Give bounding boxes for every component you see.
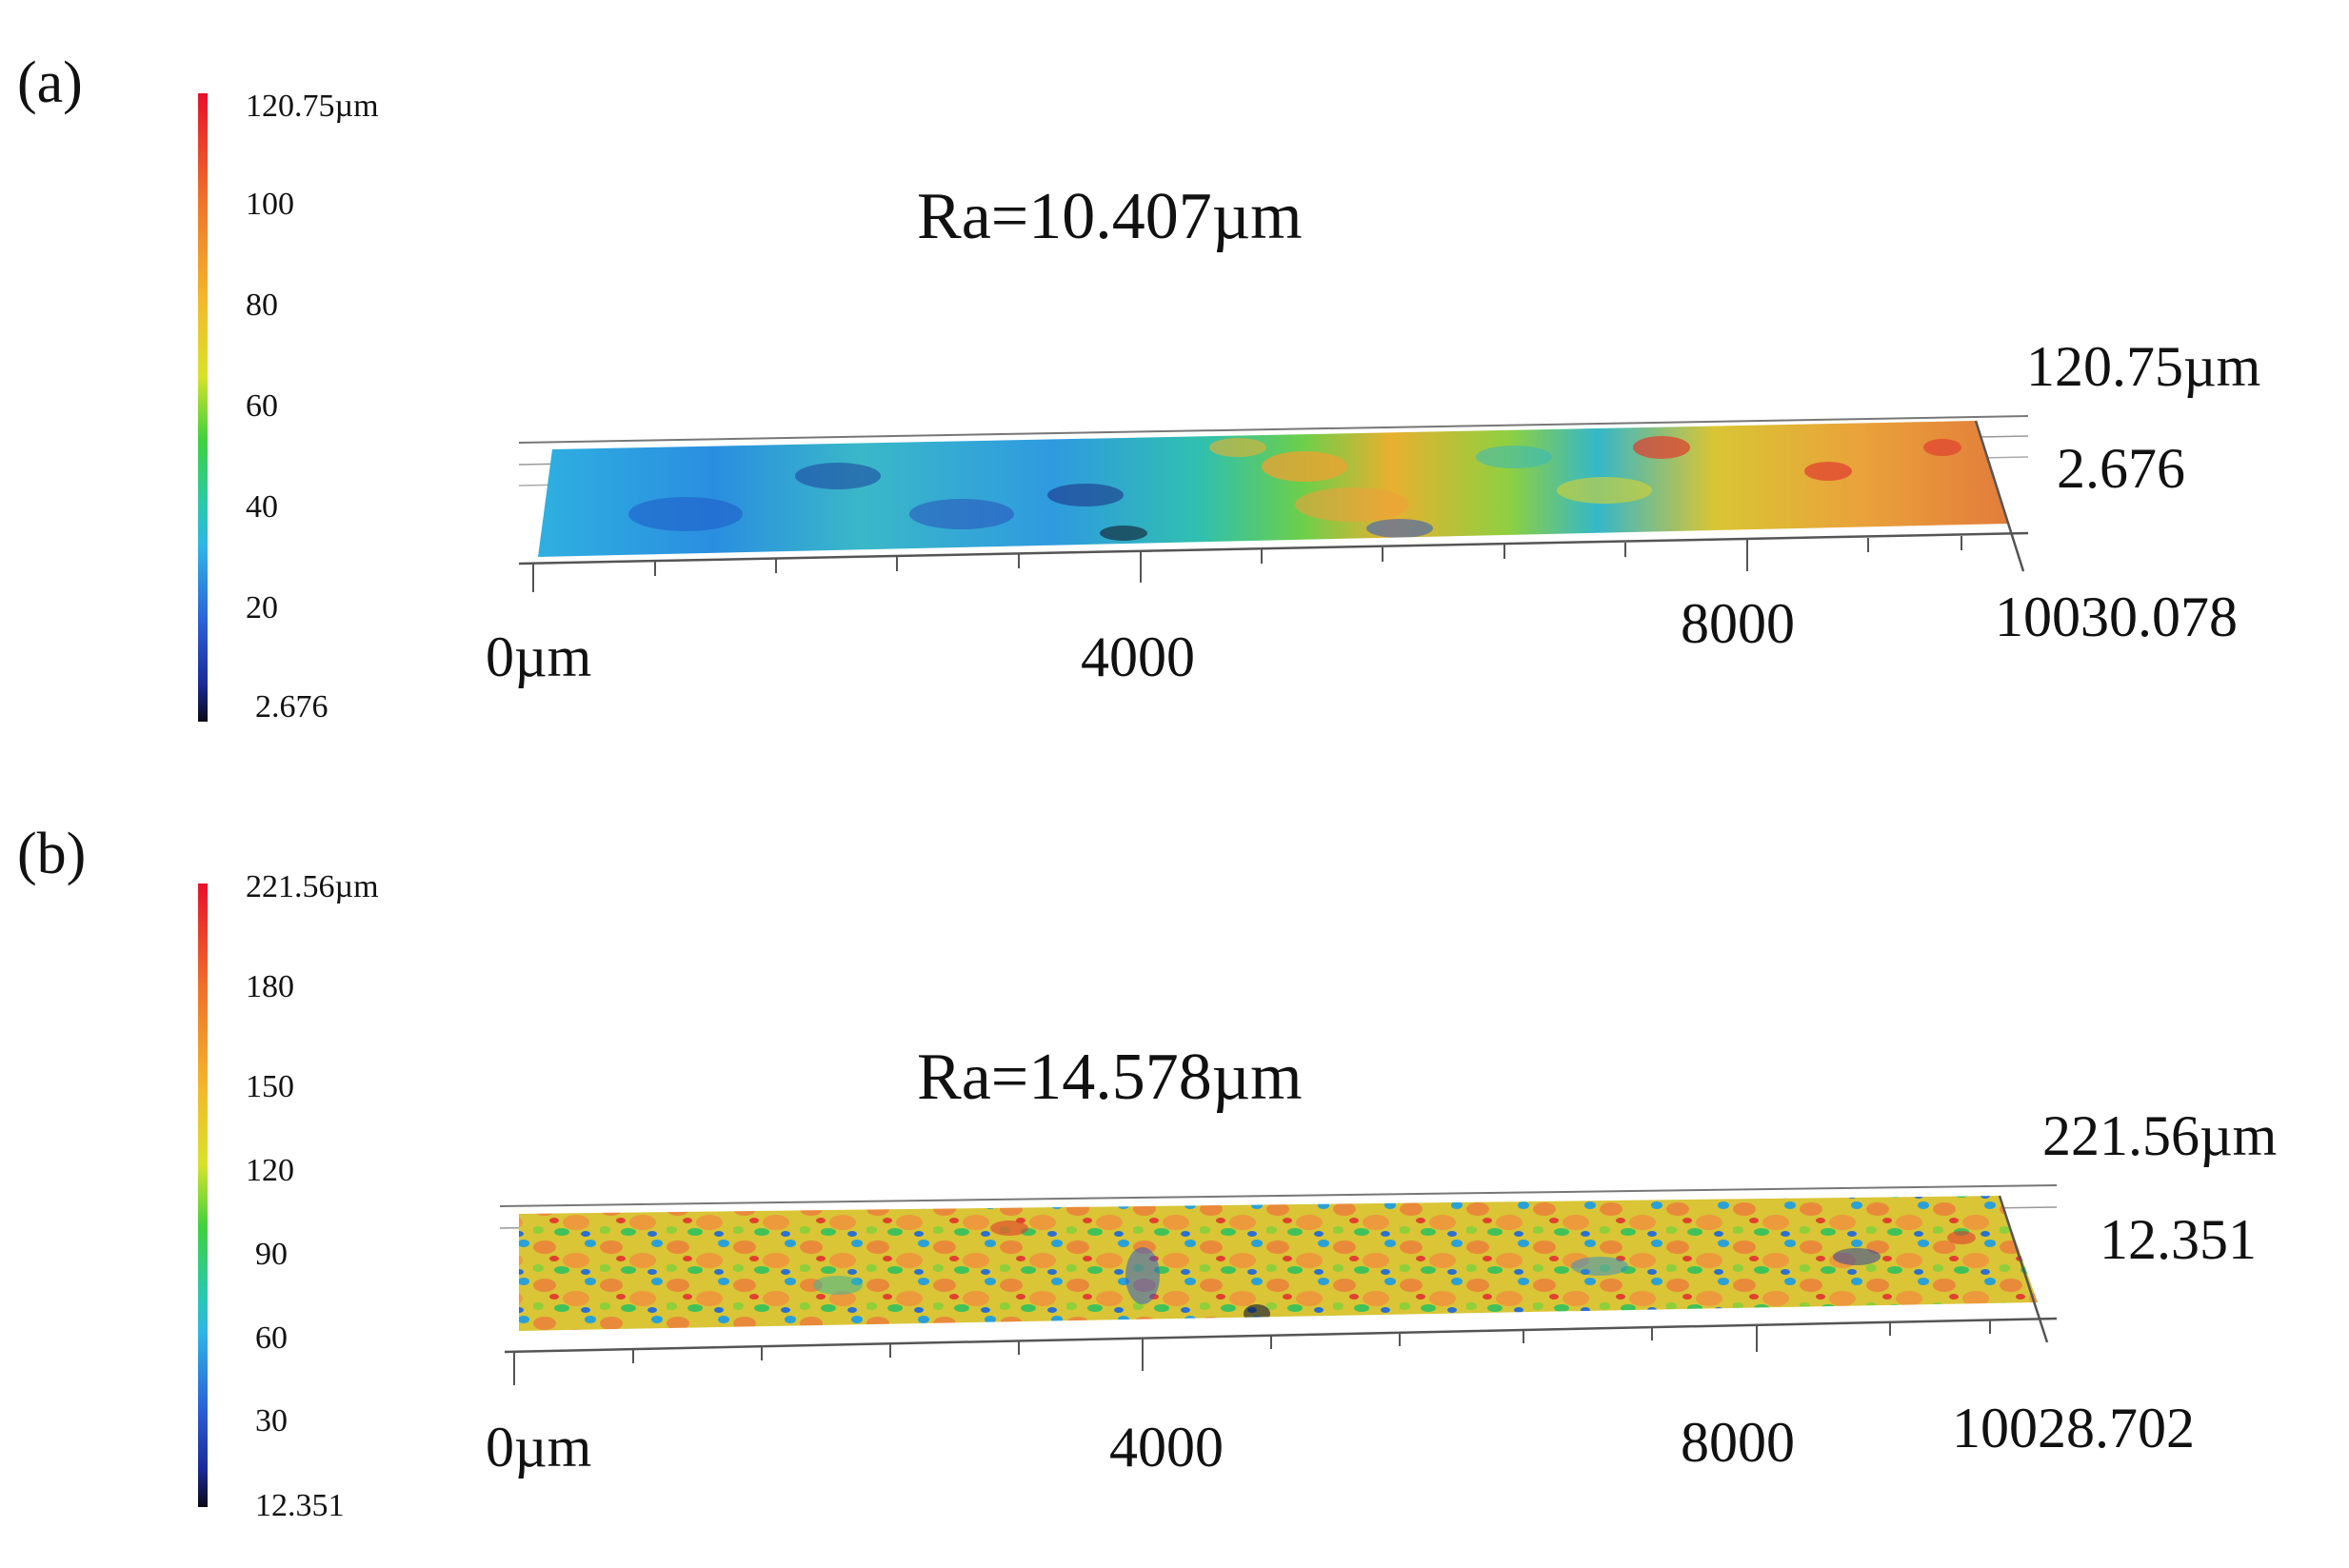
colorbar: [198, 93, 208, 722]
surface-map-3d: [499, 1184, 2058, 1385]
colorbar-tick: 120.75µm: [246, 89, 379, 124]
x-tick-label: 0µm: [486, 625, 592, 688]
colorbar-tick: 120: [246, 1153, 294, 1188]
surface-texture: [628, 436, 1961, 541]
x-tick-label: 4000: [1109, 1416, 1224, 1479]
colorbar-tick: 100: [246, 187, 294, 222]
height-map-surface: [519, 1196, 2038, 1331]
panel-a: (a) 120.75µm 100 80 60 40 20 2.676 Ra=10…: [0, 0, 2349, 781]
panel-label: (b): [17, 822, 87, 886]
z-max-label: 221.56µm: [2042, 1104, 2278, 1167]
colorbar-tick: 20: [246, 590, 278, 625]
x-tick-label: 0µm: [486, 1416, 592, 1479]
colorbar-tick: 60: [246, 388, 278, 424]
colorbar-gradient: [198, 883, 208, 1507]
x-end-label: 10028.702: [1952, 1397, 2195, 1459]
x-tick-label: 8000: [1681, 592, 1795, 655]
panel-b: (b) 221.56µm 180 150 120 90 60 30 12.351…: [0, 781, 2349, 1568]
panel-label: (a): [17, 50, 83, 115]
z-min-label: 12.351: [2100, 1208, 2257, 1271]
roughness-label: Ra=14.578µm: [917, 1041, 1303, 1114]
x-tick-label: 8000: [1681, 1411, 1795, 1474]
colorbar-tick: 12.351: [255, 1488, 345, 1523]
x-tick-label: 4000: [1081, 625, 1195, 688]
colorbar: [198, 883, 208, 1507]
x-end-label: 10030.078: [1995, 586, 2238, 648]
colorbar-tick: 221.56µm: [246, 869, 379, 904]
surface-texture: [813, 1221, 1976, 1323]
colorbar-tick: 80: [246, 288, 278, 323]
surface-map-3d: [518, 415, 2029, 592]
height-map-surface: [538, 421, 2009, 557]
z-min-label: 2.676: [2057, 437, 2185, 500]
z-max-label: 120.75µm: [2026, 335, 2261, 398]
colorbar-tick: 90: [255, 1237, 288, 1272]
colorbar-tick: 180: [246, 969, 294, 1004]
colorbar-tick: 150: [246, 1069, 294, 1104]
colorbar-gradient: [198, 93, 208, 722]
colorbar-tick: 40: [246, 489, 278, 525]
colorbar-tick: 60: [255, 1320, 288, 1356]
colorbar-tick: 30: [255, 1403, 288, 1439]
roughness-label: Ra=10.407µm: [917, 180, 1303, 253]
colorbar-tick: 2.676: [255, 689, 328, 724]
